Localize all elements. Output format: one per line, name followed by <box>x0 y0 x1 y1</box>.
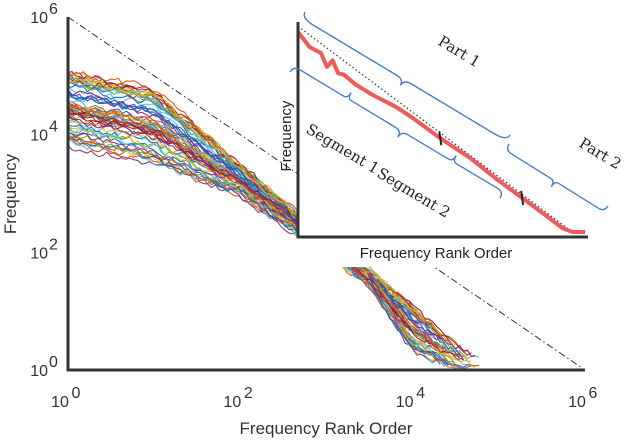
series-line <box>67 92 464 357</box>
y-tick-label: 10 <box>30 128 48 145</box>
x-tick-exponent: 6 <box>589 385 598 402</box>
inset-y-axis-label: Frequency <box>278 100 295 171</box>
inset-fit-line <box>297 25 573 233</box>
series-line <box>67 120 476 368</box>
inset-x-axis-label: Frequency Rank Order <box>360 245 513 262</box>
y-tick-exponent: 6 <box>49 1 58 18</box>
segment-marker <box>520 190 525 206</box>
series-line <box>67 116 460 361</box>
x-tick-label: 10 <box>51 394 69 411</box>
x-tick-exponent: 0 <box>72 385 81 402</box>
x-tick-label: 10 <box>396 394 414 411</box>
inset-background <box>298 4 598 267</box>
y-tick-label: 10 <box>30 245 48 262</box>
y-tick-label: 10 <box>30 363 48 380</box>
x-tick-label: 10 <box>223 394 241 411</box>
series-line <box>67 78 426 324</box>
bracket <box>289 67 400 138</box>
y-axis-label: Frequency <box>1 153 20 234</box>
x-tick-exponent: 2 <box>244 385 253 402</box>
x-tick-exponent: 4 <box>416 385 425 402</box>
y-tick-label: 10 <box>30 10 48 27</box>
reference-line <box>67 16 586 371</box>
main-axes <box>66 17 585 372</box>
inset-series-line <box>296 30 586 234</box>
inset-plot: Frequency Rank Order Frequency Part 1Par… <box>278 4 625 267</box>
bracket <box>397 132 503 199</box>
x-tick-label: 10 <box>568 394 586 411</box>
y-tick-exponent: 2 <box>49 236 58 253</box>
segment-marker <box>438 131 443 146</box>
y-tick-exponent: 0 <box>49 354 58 371</box>
bracket <box>303 11 511 139</box>
x-axis-label: Frequency Rank Order <box>240 419 413 438</box>
bracket <box>506 143 609 211</box>
series-line <box>67 135 480 370</box>
series-line <box>67 71 453 345</box>
y-tick-exponent: 4 <box>49 119 58 136</box>
inset-markers <box>438 131 525 206</box>
